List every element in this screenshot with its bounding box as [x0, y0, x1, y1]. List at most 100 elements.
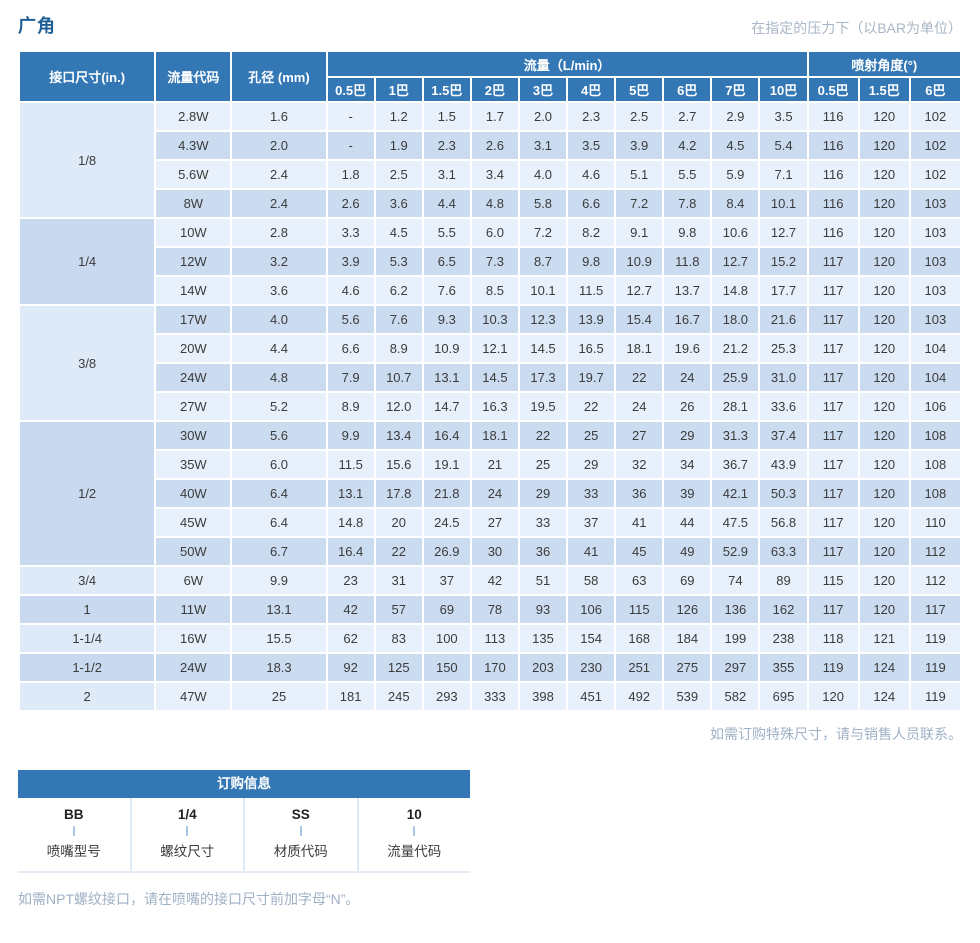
flow-value-cell: 18.0	[710, 304, 761, 335]
flow-value-cell: 3.1	[421, 159, 472, 190]
angle-value-cell: 103	[908, 304, 963, 335]
flow-value-cell: 9.1	[614, 217, 665, 248]
flow-value-cell: 32	[614, 449, 665, 480]
angle-value-cell: 116	[806, 159, 860, 190]
flow-value-cell: 333	[469, 681, 520, 712]
flow-code-cell: 27W	[154, 391, 233, 422]
flow-value-cell: 113	[469, 623, 520, 654]
flow-value-cell: 36	[517, 536, 569, 567]
flow-code-cell: 24W	[154, 652, 233, 683]
flow-value-cell: 27	[469, 507, 520, 538]
flow-value-cell: 23	[325, 565, 376, 596]
flow-value-cell: 74	[710, 565, 761, 596]
flow-value-cell: 31.0	[758, 362, 809, 393]
flow-value-cell: 1.2	[373, 101, 424, 132]
flow-value-cell: 3.6	[373, 188, 424, 219]
angle-value-cell: 103	[908, 275, 963, 306]
flow-value-cell: 51	[517, 565, 569, 596]
flow-value-cell: 1.8	[325, 159, 376, 190]
angle-value-cell: 117	[806, 333, 860, 364]
flow-value-cell: 9.9	[325, 420, 376, 451]
flow-value-cell: 5.5	[421, 217, 472, 248]
flow-value-cell: 21.2	[710, 333, 761, 364]
col-header-size: 接口尺寸(in.)	[17, 50, 157, 103]
flow-value-cell: 16.7	[662, 304, 713, 335]
flow-value-cell: 19.6	[662, 333, 713, 364]
angle-value-cell: 117	[908, 594, 963, 625]
flow-value-cell: 6.0	[469, 217, 520, 248]
angle-value-cell: 121	[857, 623, 911, 654]
col-header-flow-group: 流量（L/min）	[325, 50, 809, 78]
flow-value-cell: 31.3	[710, 420, 761, 451]
flow-value-cell: 5.5	[662, 159, 713, 190]
flow-value-cell: 10.1	[758, 188, 809, 219]
flow-code-cell: 5.6W	[154, 159, 233, 190]
angle-value-cell: 120	[857, 188, 911, 219]
flow-value-cell: 5.9	[710, 159, 761, 190]
angle-value-cell: 102	[908, 159, 963, 190]
flow-value-cell: 2.5	[373, 159, 424, 190]
flow-value-cell: 14.8	[710, 275, 761, 306]
angle-value-cell: 108	[908, 478, 963, 509]
flow-code-cell: 50W	[154, 536, 233, 567]
flow-value-cell: 2.7	[662, 101, 713, 132]
flow-value-cell: 16.5	[566, 333, 617, 364]
flow-value-cell: 41	[614, 507, 665, 538]
table-body: 1/8 2.8W 1.6-1.2 1.5 1.7 2.0 2.3 2.5 2.7 2.9 3.5 11…	[17, 101, 963, 712]
orifice-cell: 5.2	[230, 391, 328, 422]
table-row: 1-1/2 24W 18.3 92 125 150 170 203 230 251 275 297 35…	[17, 652, 963, 683]
flow-value-cell: 106	[566, 594, 617, 625]
flow-value-cell: 4.5	[710, 130, 761, 161]
flow-value-cell: 12.0	[373, 391, 424, 422]
orifice-cell: 4.0	[230, 304, 328, 335]
flow-value-cell: 8.2	[566, 217, 617, 248]
angle-value-cell: 104	[908, 362, 963, 393]
flow-value-cell: 6.6	[566, 188, 617, 219]
flow-value-cell: 170	[469, 652, 520, 683]
ordering-item: 1/4 螺纹尺寸	[129, 798, 244, 871]
flow-value-cell: 83	[373, 623, 424, 654]
angle-value-cell: 119	[908, 623, 963, 654]
flow-value-cell: 5.1	[614, 159, 665, 190]
flow-code-cell: 16W	[154, 623, 233, 654]
angle-value-cell: 117	[806, 594, 860, 625]
flow-value-cell: 19.1	[421, 449, 472, 480]
angle-value-cell: 102	[908, 130, 963, 161]
flow-value-cell: 29	[517, 478, 569, 509]
angle-value-cell: 117	[806, 478, 860, 509]
flow-value-cell: 6.6	[325, 333, 376, 364]
flow-value-cell: 9.8	[566, 246, 617, 277]
flow-value-cell: 36	[614, 478, 665, 509]
flow-code-cell: 17W	[154, 304, 233, 335]
angle-value-cell: 120	[857, 536, 911, 567]
angle-value-cell: 120	[857, 420, 911, 451]
table-row: 5.6W 2.4 1.8 2.5 3.1 3.4 4.0 4.6 5.1 5.5 5.9 7.1 116…	[19, 159, 963, 190]
flow-value-cell: 63	[614, 565, 665, 596]
angle-value-cell: 117	[806, 449, 860, 480]
connection-size-cell: 2	[17, 681, 157, 712]
connection-size-cell: 1-1/2	[17, 652, 157, 683]
ordering-item: 10 流量代码	[356, 798, 471, 871]
connection-size-cell: 1	[17, 594, 157, 625]
orifice-cell: 15.5	[230, 623, 328, 654]
flow-value-cell: 14.5	[469, 362, 520, 393]
flow-value-cell: 47.5	[710, 507, 761, 538]
flow-value-cell: 42	[325, 594, 376, 625]
flow-value-cell: 199	[710, 623, 761, 654]
flow-value-cell: 7.2	[614, 188, 665, 219]
flow-value-cell: 44	[662, 507, 713, 538]
orifice-cell: 6.7	[230, 536, 328, 567]
flow-value-cell: 15.6	[373, 449, 424, 480]
table-row: 24W 4.8 7.9 10.7 13.1 14.5 17.3 19.7 22 24 25.9 31.…	[19, 362, 963, 393]
table-row: 35W 6.0 11.5 15.6 19.1 21 25 29 32 34 36.7 43.9 117 1…	[19, 449, 963, 480]
flow-value-cell: 29	[662, 420, 713, 451]
flow-value-cell: 17.8	[373, 478, 424, 509]
flow-value-cell: 3.5	[758, 101, 809, 132]
flow-pressure-header: 4巴	[566, 76, 617, 103]
flow-value-cell: 7.6	[421, 275, 472, 306]
flow-value-cell: 7.8	[662, 188, 713, 219]
table-row: 1/2 30W 5.6 9.9 13.4 16.4 18.1 22 25 27 29 31.3 37.4…	[17, 420, 963, 567]
flow-value-cell: 14.5	[517, 333, 569, 364]
flow-value-cell: 11.5	[325, 449, 376, 480]
angle-pressure-header: 6巴	[908, 76, 963, 103]
